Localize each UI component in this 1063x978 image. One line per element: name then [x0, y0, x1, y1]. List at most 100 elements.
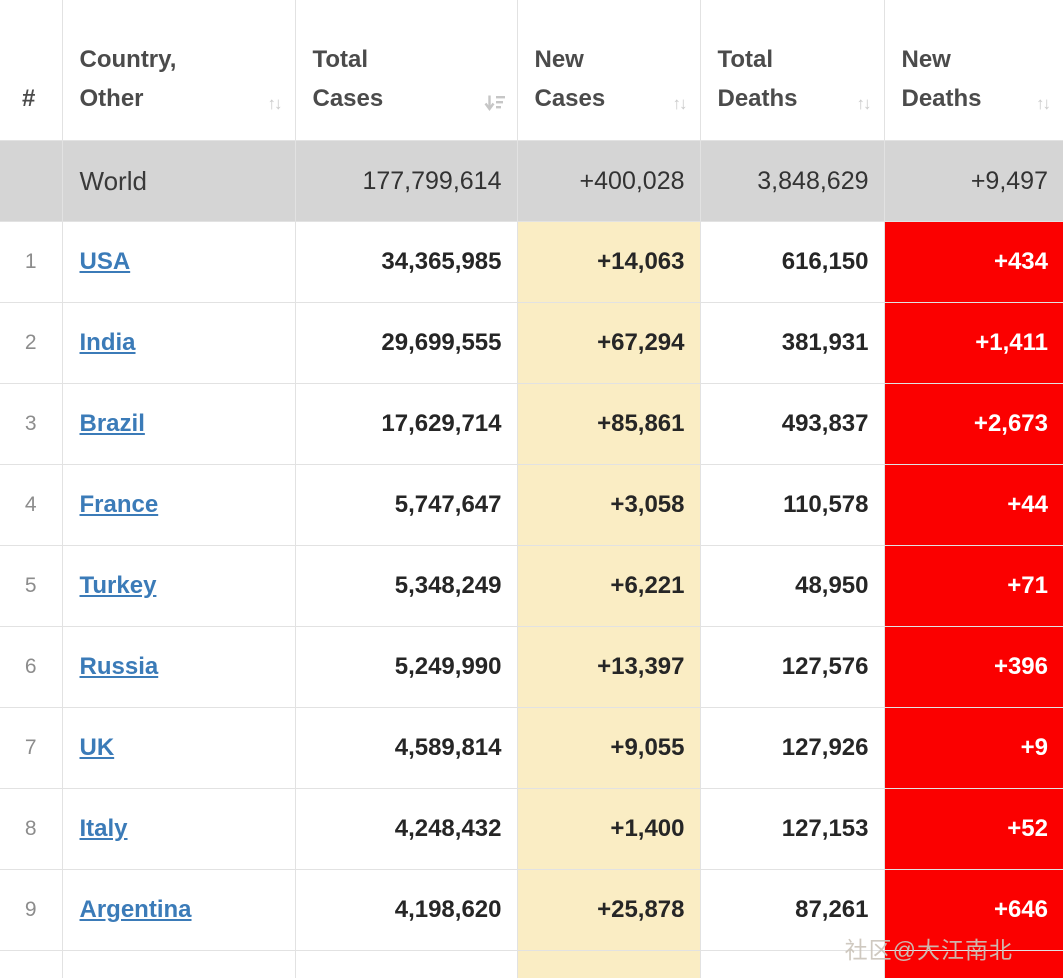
rank-cell: 10 — [0, 950, 63, 978]
country-cell: USA — [61, 221, 296, 303]
rank-cell: 4 — [0, 464, 63, 546]
total-deaths-cell: 616,150 — [699, 221, 885, 303]
new-deaths-cell: +71 — [883, 545, 1063, 627]
country-link[interactable]: Brazil — [79, 410, 145, 437]
new-deaths-cell: +434 — [883, 221, 1063, 303]
new-cases-cell: +1,400 — [516, 788, 701, 870]
country-link[interactable]: Turkey — [79, 572, 157, 599]
total-deaths-header-label: Total Deaths — [717, 46, 798, 112]
world-label: World — [61, 140, 296, 222]
new-deaths-cell: +52 — [883, 788, 1063, 870]
new-deaths-cell: +396 — [883, 626, 1063, 708]
total-cases-header-label: Total Cases — [312, 46, 384, 112]
total-cases-cell: 3,829,879 — [294, 950, 518, 978]
table-row: 7 UK 4,589,814 +9,055 127,926 +9 — [0, 707, 1063, 789]
new-deaths-cell: +646 — [883, 869, 1063, 951]
total-cases-cell: 5,348,249 — [294, 545, 518, 627]
table-row: 5 Turkey 5,348,249 +6,221 48,950 +71 — [0, 545, 1063, 627]
col-header-rank: # — [0, 0, 63, 141]
rank-cell: 2 — [0, 302, 63, 384]
col-header-country[interactable]: Country, Other ↑↓ — [61, 0, 296, 141]
total-cases-cell: 5,249,990 — [294, 626, 518, 708]
sort-descending-icon[interactable] — [484, 94, 505, 115]
total-deaths-cell: 381,931 — [699, 302, 885, 384]
new-deaths-cell: +44 — [883, 464, 1063, 546]
rank-cell: 6 — [0, 626, 63, 708]
country-link[interactable]: Argentina — [79, 896, 192, 923]
total-cases-cell: 4,248,432 — [294, 788, 518, 870]
total-deaths-cell: 127,153 — [699, 788, 885, 870]
total-cases-cell: 17,629,714 — [294, 383, 518, 465]
rank-cell: 1 — [0, 221, 63, 303]
table-row: 2 India 29,699,555 +67,294 381,931 +1,41… — [0, 302, 1063, 384]
new-cases-cell: +85,861 — [516, 383, 701, 465]
new-deaths-cell: +9 — [883, 707, 1063, 789]
total-deaths-cell: 87,261 — [699, 869, 885, 951]
total-deaths-cell: 127,926 — [699, 707, 885, 789]
country-cell: France — [61, 464, 296, 546]
new-cases-cell: +14,063 — [516, 221, 701, 303]
table-row: 9 Argentina 4,198,620 +25,878 87,261 +64… — [0, 869, 1063, 951]
rank-cell: 9 — [0, 869, 63, 951]
table-row: 4 France 5,747,647 +3,058 110,578 +44 — [0, 464, 1063, 546]
new-cases-cell: +9,055 — [516, 707, 701, 789]
table-row: 1 USA 34,365,985 +14,063 616,150 +434 — [0, 221, 1063, 303]
country-cell: Italy — [61, 788, 296, 870]
total-cases-cell: 29,699,555 — [294, 302, 518, 384]
total-deaths-cell: 127,576 — [699, 626, 885, 708]
table-row: 6 Russia 5,249,990 +13,397 127,576 +396 — [0, 626, 1063, 708]
country-cell: India — [61, 302, 296, 384]
country-cell: UK — [61, 707, 296, 789]
total-cases-cell: 4,198,620 — [294, 869, 518, 951]
country-cell: Turkey — [61, 545, 296, 627]
country-header-label: Country, Other — [79, 46, 177, 112]
new-cases-cell: +13,397 — [516, 626, 701, 708]
new-deaths-header-label: New Deaths — [901, 46, 982, 112]
country-link[interactable]: USA — [79, 248, 131, 275]
new-cases-cell: +3,058 — [516, 464, 701, 546]
total-deaths-cell: 493,837 — [699, 383, 885, 465]
country-cell: Russia — [61, 626, 296, 708]
sort-updown-icon[interactable]: ↑↓ — [856, 94, 872, 113]
total-cases-cell: 34,365,985 — [294, 221, 518, 303]
sort-updown-icon[interactable]: ↑↓ — [1036, 94, 1051, 113]
world-new-cases: +400,028 — [516, 140, 701, 222]
col-header-new-cases[interactable]: New Cases ↑↓ — [516, 0, 701, 141]
country-link[interactable]: Russia — [79, 653, 159, 680]
sort-updown-icon[interactable]: ↑↓ — [267, 94, 283, 113]
rank-cell: 7 — [0, 707, 63, 789]
table-row: 8 Italy 4,248,432 +1,400 127,153 +52 — [0, 788, 1063, 870]
col-header-total-deaths[interactable]: Total Deaths ↑↓ — [699, 0, 885, 141]
new-cases-cell: +67,294 — [516, 302, 701, 384]
new-cases-cell: +27,827 — [516, 950, 701, 978]
world-row: World 177,799,614 +400,028 3,848,629 +9,… — [0, 140, 1063, 222]
new-deaths-cell: +2,673 — [883, 383, 1063, 465]
total-deaths-cell: 97,560 — [699, 950, 885, 978]
rank-cell: 3 — [0, 383, 63, 465]
world-new-deaths: +9,497 — [883, 140, 1063, 222]
sort-updown-icon[interactable]: ↑↓ — [672, 94, 688, 113]
col-header-total-cases[interactable]: Total Cases — [294, 0, 518, 141]
country-cell: Argentina — [61, 869, 296, 951]
table-header-row: # Country, Other ↑↓ Total Cases — [0, 0, 1063, 141]
rank-cell: 5 — [0, 545, 63, 627]
country-cell: Brazil — [61, 383, 296, 465]
world-rank-cell — [0, 140, 63, 222]
country-link[interactable]: India — [79, 329, 136, 356]
table-row: 3 Brazil 17,629,714 +85,861 493,837 +2,6… — [0, 383, 1063, 465]
new-deaths-cell: +1,411 — [883, 302, 1063, 384]
table-row: 10 Colombia 3,829,879 +27,827 97,560 +59… — [0, 950, 1063, 978]
total-cases-cell: 4,589,814 — [294, 707, 518, 789]
country-link[interactable]: UK — [79, 734, 115, 761]
total-deaths-cell: 110,578 — [699, 464, 885, 546]
total-cases-cell: 5,747,647 — [294, 464, 518, 546]
rank-cell: 8 — [0, 788, 63, 870]
country-link[interactable]: France — [79, 491, 159, 518]
new-deaths-cell: +595 — [883, 950, 1063, 978]
new-cases-cell: +25,878 — [516, 869, 701, 951]
country-link[interactable]: Italy — [79, 815, 128, 842]
total-deaths-cell: 48,950 — [699, 545, 885, 627]
col-header-new-deaths[interactable]: New Deaths ↑↓ — [883, 0, 1063, 141]
